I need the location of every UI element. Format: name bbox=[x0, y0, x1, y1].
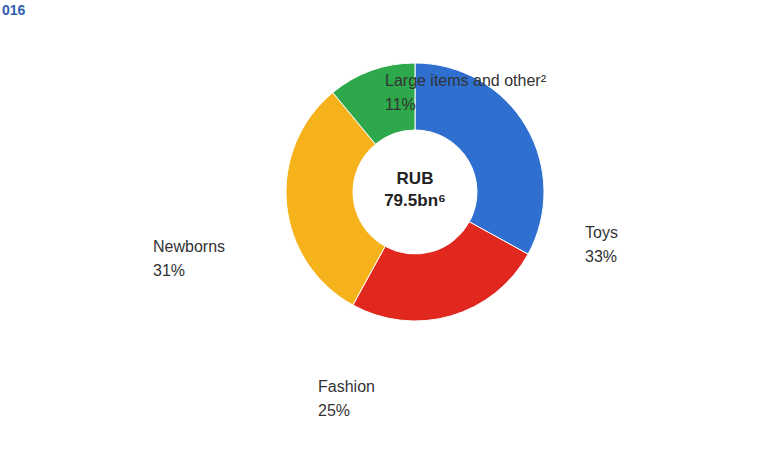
svg-text:Toys33%: Toys33% bbox=[585, 224, 618, 265]
svg-text:RUB79.5bn⁶: RUB79.5bn⁶ bbox=[384, 169, 446, 210]
svg-text:Fashion25%: Fashion25% bbox=[318, 378, 375, 419]
html-text:016: 016 bbox=[2, 2, 26, 18]
svg-text:Newborns31%: Newborns31% bbox=[153, 238, 225, 279]
svg-text:Large items and other²11%: Large items and other²11% bbox=[385, 72, 547, 113]
